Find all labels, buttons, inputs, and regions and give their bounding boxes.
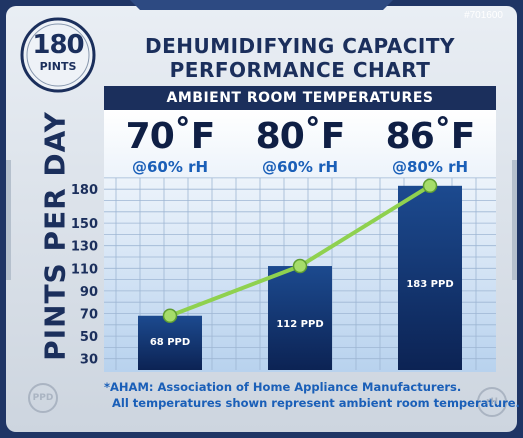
category-label-1: 70˚F — [125, 116, 216, 157]
bar — [398, 185, 462, 370]
category-sublabel-2: @60% rH — [261, 158, 339, 176]
bar-value-label: 68 PPD — [150, 337, 190, 348]
bars — [138, 185, 462, 370]
y-tick-label: 150 — [71, 217, 98, 232]
y-tick-labels: 30 50 70 90 110 130 150 180 — [71, 183, 98, 368]
band-label: AMBIENT ROOM TEMPERATURES — [166, 90, 434, 106]
y-tick-label: 90 — [80, 285, 98, 300]
badge-number: 180 — [32, 30, 84, 60]
y-tick-label: 180 — [71, 183, 98, 198]
badge-unit: PINTS — [39, 60, 77, 73]
bar-value-label: 183 PPD — [406, 279, 453, 290]
y-tick-label: 70 — [80, 308, 98, 323]
trend-marker — [162, 308, 178, 324]
y-tick-label: 50 — [80, 330, 98, 345]
y-tick-label: 30 — [80, 353, 98, 368]
y-tick-label: 130 — [71, 240, 98, 255]
trend-line-group — [162, 178, 438, 324]
chart-title-line1: DEHUMIDIFYING CAPACITY — [144, 34, 456, 58]
bar-value-label: 112 PPD — [276, 319, 323, 330]
bar — [138, 315, 202, 370]
category-label-2: 80˚F — [255, 116, 346, 157]
footnote-line2: All temperatures shown represent ambient… — [112, 396, 520, 410]
catalog-number: #701600 — [464, 10, 503, 21]
ppd-corner-mark: PPD — [32, 393, 54, 403]
trend-marker — [422, 178, 438, 194]
y-axis-label-text: PINTS PER DAY — [38, 111, 72, 361]
footnote-line1: *AHAM: Association of Home Appliance Man… — [104, 380, 462, 394]
category-sublabel-3: @80% rH — [391, 158, 469, 176]
trend-marker — [292, 258, 308, 274]
category-sublabel-1: @60% rH — [131, 158, 209, 176]
bar — [268, 266, 332, 370]
y-tick-label: 110 — [71, 262, 98, 277]
value-labels: 68 PPD 112 PPD 183 PPD — [150, 279, 454, 348]
category-label-3: 86˚F — [385, 116, 476, 157]
rh-corner-mark: rH — [486, 397, 498, 407]
chart-title-line2: PERFORMANCE CHART — [169, 58, 431, 82]
